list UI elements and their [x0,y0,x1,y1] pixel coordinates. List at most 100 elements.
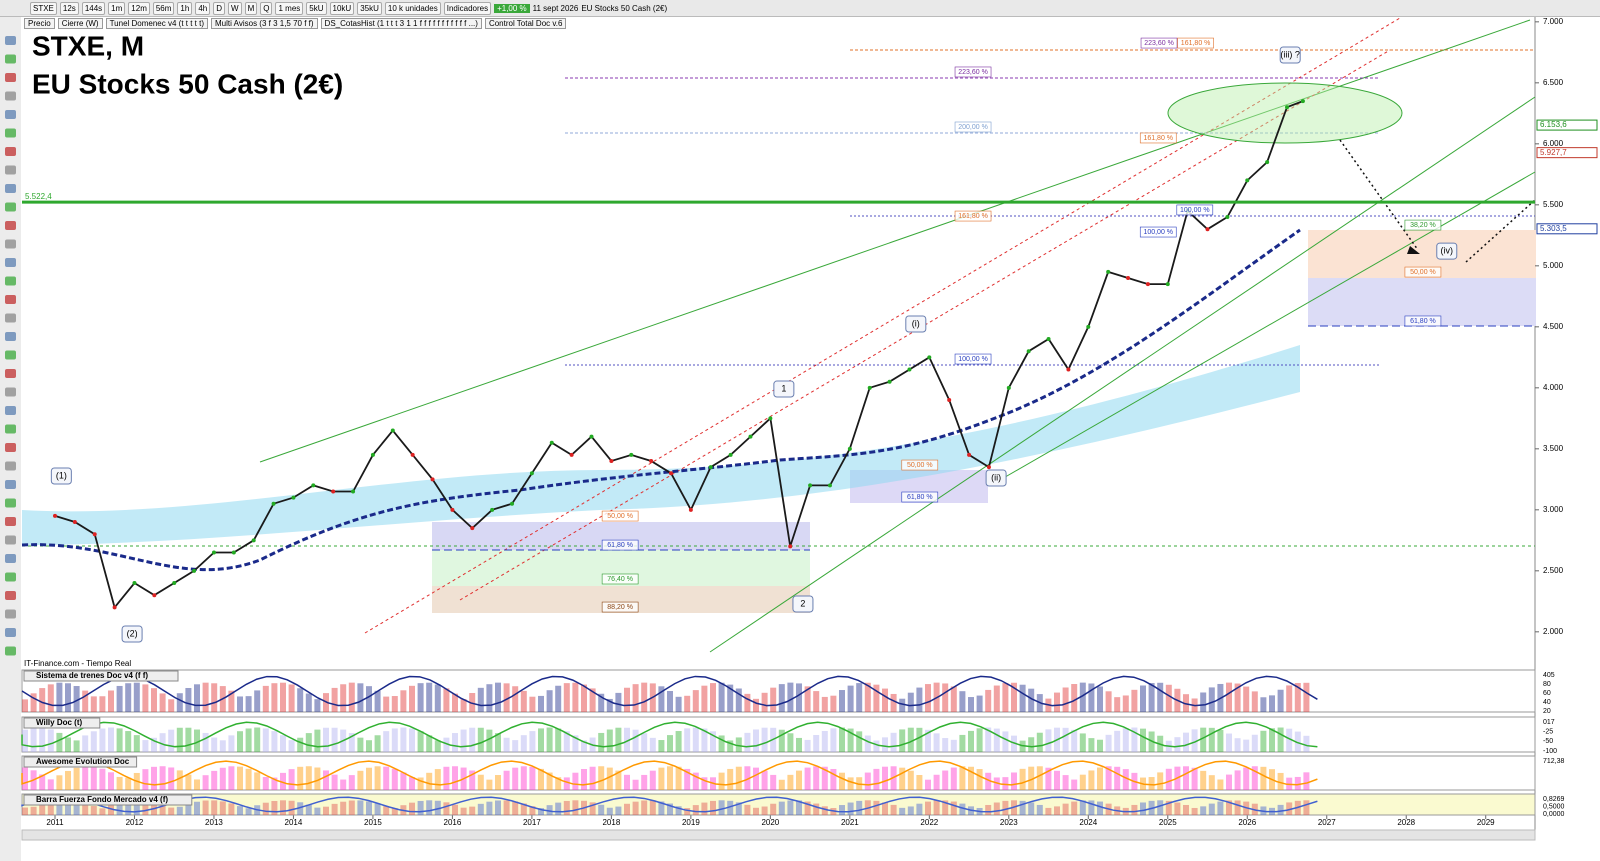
timeframe-button[interactable]: 12s [59,1,79,15]
panel-bar [1183,694,1189,712]
unit-button[interactable]: 35kU [357,1,382,15]
indicator-chip[interactable]: Multi Avisos (3 f 3 1,5 70 f f) [210,18,318,29]
panel-bar [1097,686,1103,712]
panel-bar [718,800,725,815]
fib-box [1139,132,1177,144]
price-point [510,501,515,506]
indicators-button[interactable]: Indicadores [443,1,492,15]
panel-bar [1062,727,1069,752]
panel-bar [400,690,407,712]
panel-bar [598,732,605,752]
timeframe-button[interactable]: Q [260,1,273,15]
timeframe-button[interactable]: 1h [177,1,193,15]
panel-bar [1260,730,1267,752]
panel-title: Awesome Evolution Doc [36,757,130,766]
panel-bar [735,802,742,815]
panel-bar [1226,682,1232,712]
indicator-chip[interactable]: Cierre (W) [57,18,103,29]
panel-line [21,721,1318,748]
panel-bar [907,806,914,815]
panel-bar [434,684,441,712]
tool-icon [5,332,16,341]
panel-bar [142,800,149,815]
timeframe-button[interactable]: 12m [128,1,150,15]
fib-label: 61,80 % [907,494,933,501]
panel-bar [142,684,149,712]
panel-bar [933,774,940,790]
panel-bar [813,735,820,752]
panel-bar [1226,774,1232,790]
panel-bar [1226,733,1232,752]
price-point [410,452,415,457]
unit-select[interactable]: 10 k unidades [384,1,441,15]
panel-bar [1114,697,1121,712]
period-select[interactable]: 1 mes [275,1,304,15]
panel-bar [976,769,983,790]
timeframe-button[interactable]: M [244,1,258,15]
wave-box [121,625,143,643]
panel-bar [194,729,200,752]
panel-bar [1036,766,1043,790]
timeframe-button[interactable]: 144s [81,1,106,15]
indicator-chip[interactable]: Control Total Doc v.6 [484,18,567,29]
x-tick-label: 2018 [602,818,620,827]
price-point [887,379,892,384]
panel-bar [804,767,811,790]
panel-bar [1122,769,1129,790]
panel-bar [1217,729,1224,752]
timeframe-button[interactable]: 1m [108,1,126,15]
panel-bar [572,800,579,815]
panel-bar [1191,767,1198,790]
timeframe-button[interactable]: 4h [195,1,211,15]
indicator-chip[interactable]: Precio [24,18,55,29]
wave-label: (ii) [991,472,1001,482]
panel-bar [245,808,252,815]
price-point [450,507,455,512]
indicator-chip[interactable]: DS_CotasHist (1 t t t 3 1 1 f f f f f f … [320,18,482,29]
panel-bar [262,728,269,752]
panel-bar [606,729,613,752]
panel-bar [288,740,295,752]
fib-label: 50,00 % [1410,269,1436,276]
panel-label: 0,0000 [1543,811,1565,818]
panel-bar [280,735,286,752]
timeframe-button[interactable]: 56m [152,1,175,15]
indicator-chip[interactable]: Tunel Domenec v4 (t t t t t) [105,18,208,29]
fib-label: 100,00 % [958,356,988,363]
panel-bar [753,698,759,712]
x-tick-label: 2021 [841,818,859,827]
panel-bar [1251,691,1258,712]
timeframe-button[interactable]: D [213,1,226,15]
price-marker-label: 5.927,7 [1540,148,1567,157]
symbol-select[interactable]: STXE [30,1,57,15]
panel-bar [761,806,768,815]
panel-bar [202,775,209,790]
timeframe-button[interactable]: W [228,1,242,15]
panel-bar [460,699,467,712]
panel-bar [1131,689,1138,712]
panel-bar [993,728,1000,752]
panel-bar [572,735,579,752]
panel-bar [624,687,630,712]
panel-bar [1062,775,1069,790]
price-point [907,367,912,372]
price-point [549,440,554,445]
panel-bar [632,779,639,790]
x-tick-label: 2023 [1000,818,1018,827]
panel-bar [1243,767,1250,790]
panel-bar [90,731,97,752]
panel-bar [374,735,381,752]
panel-bar [400,772,407,790]
fib-label: 38,20 % [1410,222,1436,229]
fib-box [901,491,939,503]
price-marker-label: 5.303,5 [1540,224,1567,233]
panel-bar [280,800,286,815]
fib-box [1139,226,1177,238]
panel-bar [916,775,923,790]
panel-bar [434,800,441,815]
unit-button[interactable]: 5kU [306,1,327,15]
panel-line [21,796,1318,813]
wave-label: (2) [127,628,138,638]
panel-bar [675,731,682,752]
unit-button[interactable]: 10kU [329,1,355,15]
